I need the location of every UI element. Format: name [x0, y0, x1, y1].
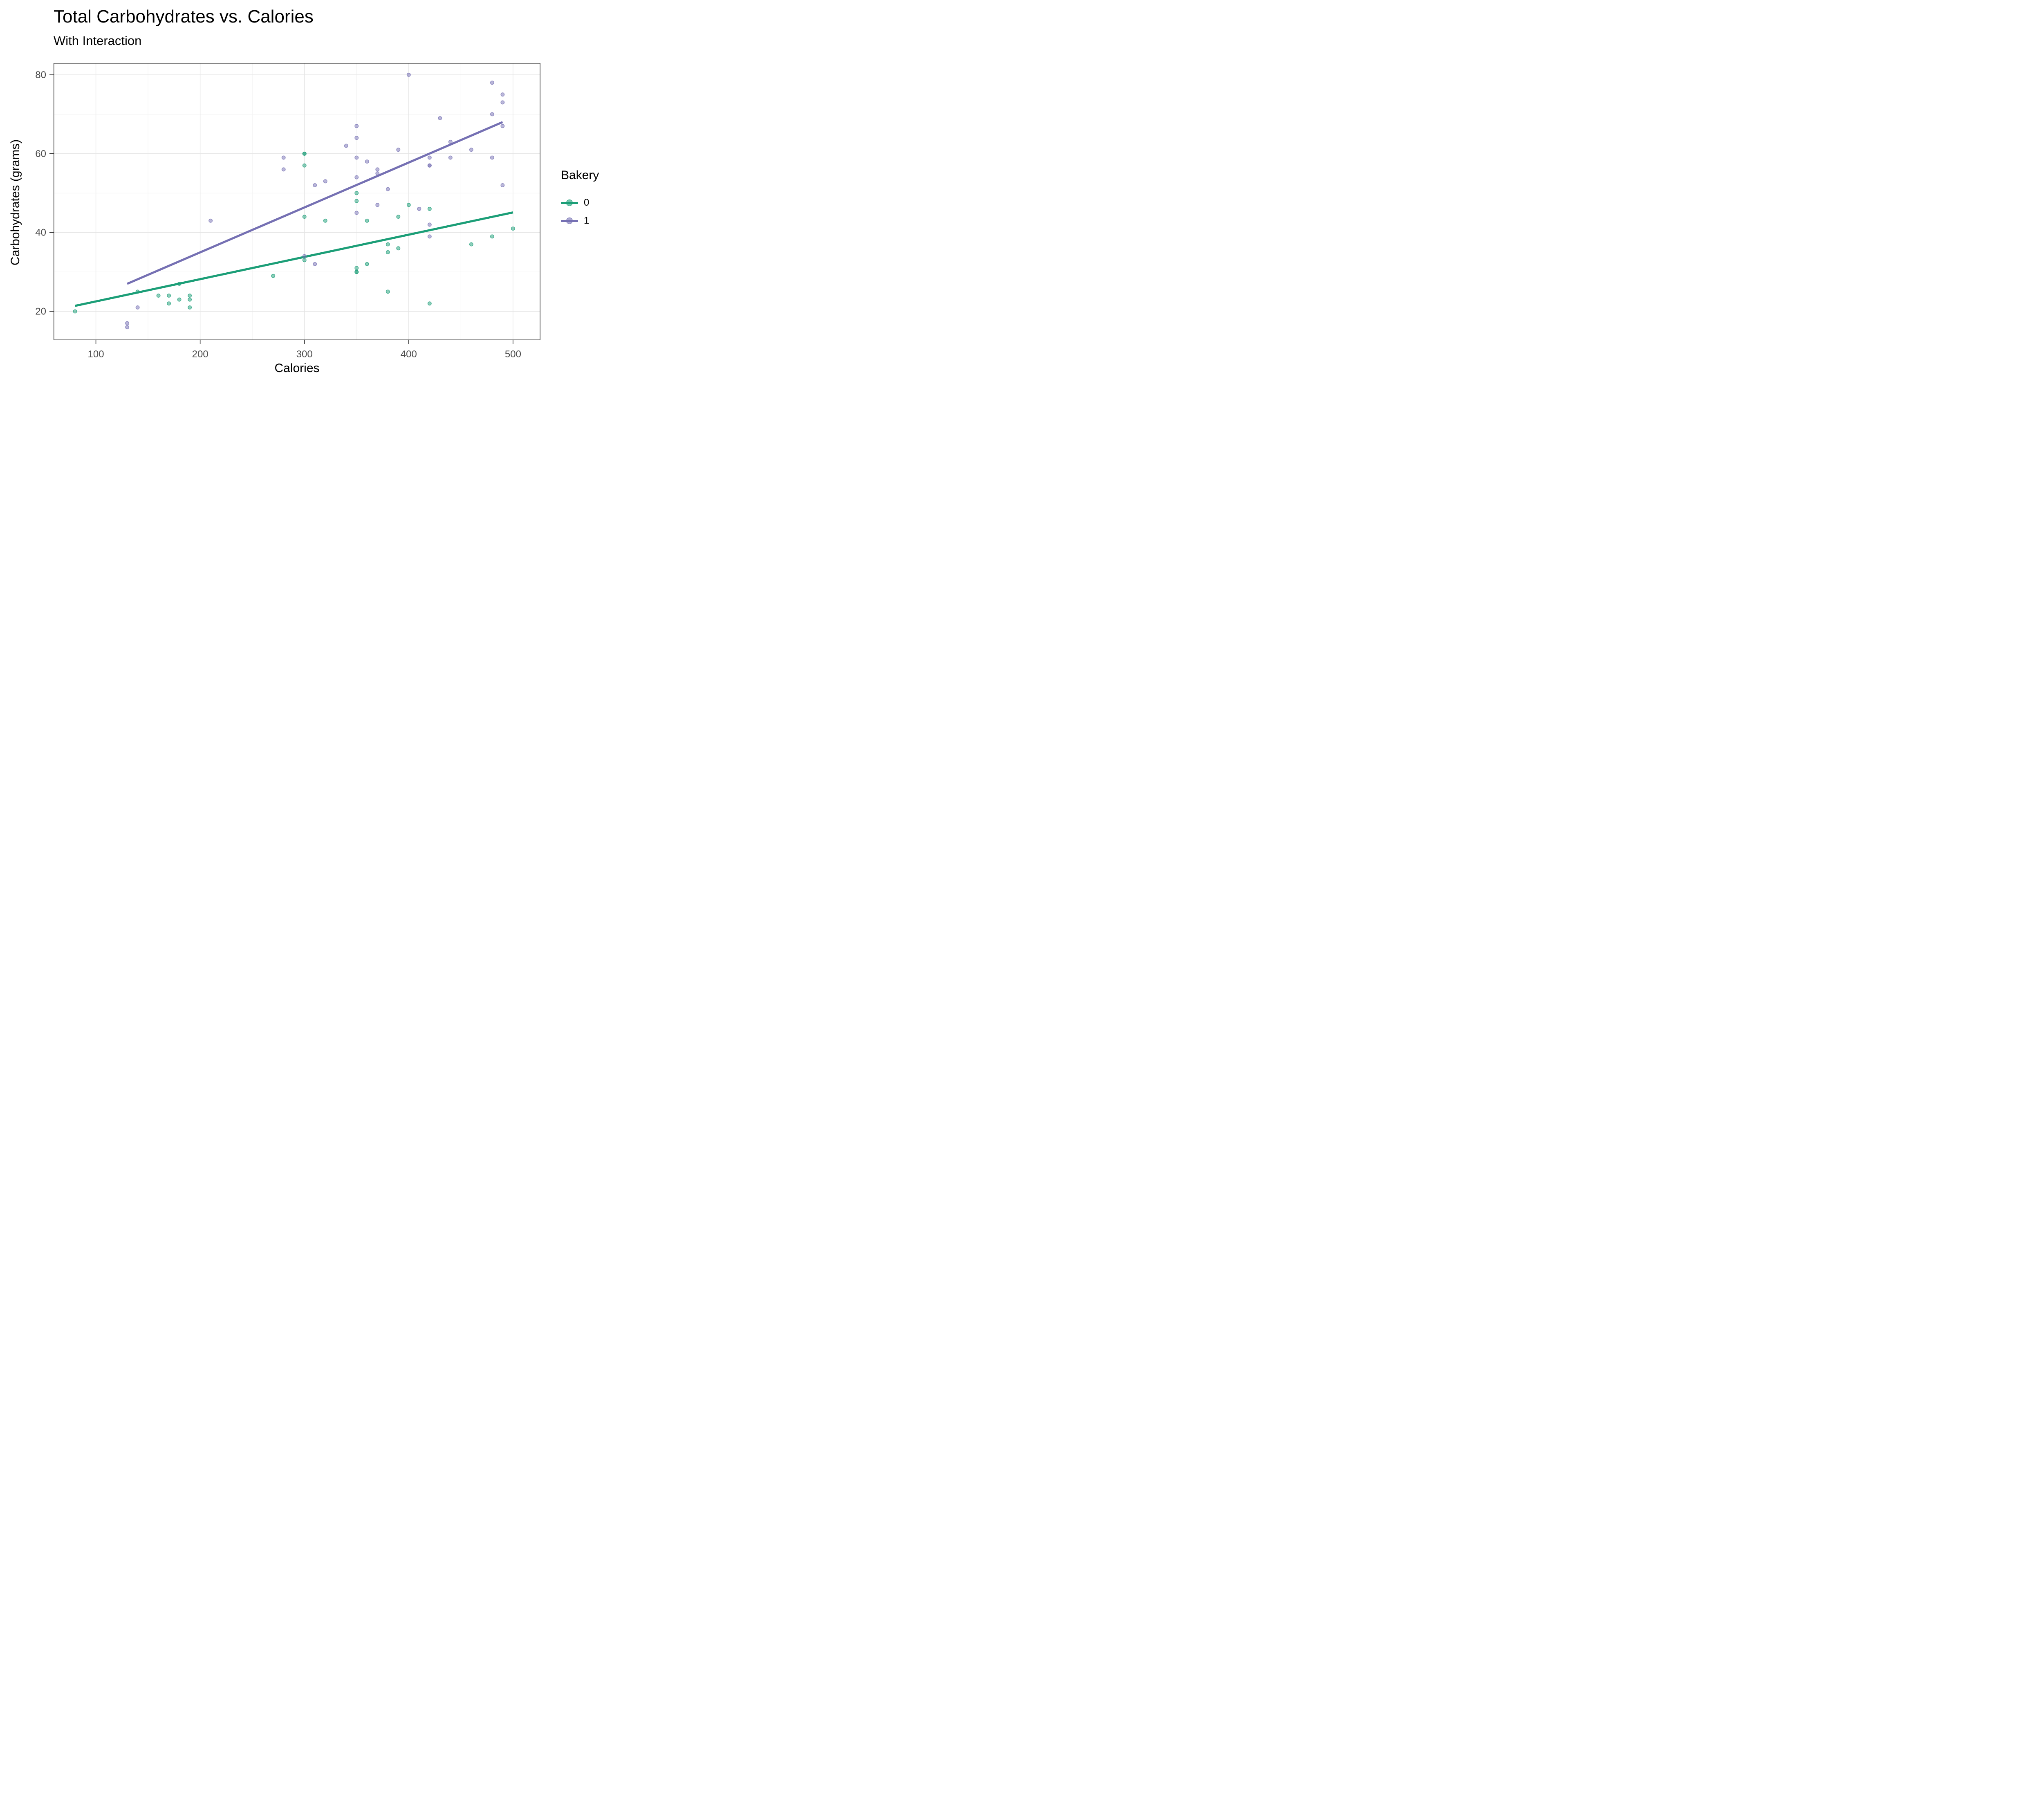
legend: Bakery 0 1	[561, 168, 599, 230]
data-point-bakery-1	[427, 155, 432, 160]
data-point-bakery-0	[73, 309, 77, 314]
data-point-bakery-1	[417, 206, 421, 211]
data-point-bakery-0	[177, 297, 182, 302]
y-tick-label: 20	[35, 306, 46, 317]
data-point-bakery-0	[396, 246, 401, 251]
plot-panel	[53, 63, 541, 341]
data-point-bakery-0	[354, 191, 359, 195]
y-tick-label: 40	[35, 227, 46, 238]
chart-figure: Total Carbohydrates vs. Calories With In…	[0, 0, 632, 390]
data-point-bakery-1	[427, 234, 432, 239]
data-point-bakery-1	[354, 175, 359, 179]
data-point-bakery-1	[500, 124, 505, 128]
legend-key-1-icon	[561, 215, 578, 226]
data-point-bakery-1	[365, 159, 369, 164]
data-point-bakery-0	[354, 266, 359, 270]
data-point-bakery-1	[490, 81, 494, 85]
legend-label-1: 1	[584, 215, 589, 226]
data-point-bakery-1	[500, 100, 505, 105]
data-point-bakery-0	[385, 242, 390, 247]
data-point-bakery-1	[448, 139, 453, 144]
x-axis-title: Calories	[274, 361, 320, 375]
data-point-bakery-1	[281, 155, 286, 160]
data-point-bakery-0	[271, 274, 276, 278]
data-point-bakery-0	[406, 203, 411, 207]
data-point-bakery-1	[396, 148, 401, 152]
data-point-bakery-1	[354, 136, 359, 140]
data-point-bakery-0	[490, 234, 494, 239]
x-tick-label: 300	[296, 349, 313, 360]
data-point-bakery-0	[385, 250, 390, 254]
data-point-bakery-0	[302, 163, 307, 168]
data-point-bakery-1	[313, 262, 317, 266]
data-point-bakery-0	[427, 206, 432, 211]
data-point-bakery-1	[375, 167, 380, 172]
data-point-bakery-1	[281, 167, 286, 172]
data-point-bakery-0	[188, 305, 192, 310]
data-point-bakery-0	[365, 262, 369, 266]
data-point-bakery-0	[177, 282, 182, 286]
data-point-bakery-0	[365, 218, 369, 223]
data-point-bakery-1	[500, 92, 505, 97]
data-point-bakery-1	[125, 325, 130, 330]
legend-item-1: 1	[561, 212, 599, 230]
y-tick-label: 80	[35, 70, 46, 81]
data-point-bakery-1	[125, 321, 130, 325]
data-point-bakery-1	[427, 163, 432, 168]
data-point-bakery-0	[385, 289, 390, 294]
data-point-bakery-0	[302, 151, 307, 156]
data-point-bakery-1	[354, 124, 359, 128]
data-point-bakery-0	[135, 289, 140, 294]
data-point-bakery-0	[188, 297, 192, 302]
data-point-bakery-1	[385, 187, 390, 191]
data-point-bakery-1	[438, 116, 442, 121]
data-point-bakery-1	[354, 211, 359, 215]
data-point-bakery-0	[396, 215, 401, 219]
trend-line-bakery-0	[75, 211, 513, 307]
data-point-bakery-0	[323, 218, 327, 223]
panel-border	[53, 63, 541, 341]
data-point-bakery-0	[354, 199, 359, 203]
data-point-bakery-0	[167, 294, 171, 298]
data-point-bakery-1	[375, 203, 380, 207]
data-point-bakery-0	[511, 227, 515, 231]
x-tick-label: 400	[401, 349, 417, 360]
legend-key-0-icon	[561, 197, 578, 208]
data-point-bakery-1	[469, 148, 473, 152]
data-point-bakery-1	[500, 183, 505, 187]
data-point-bakery-0	[354, 270, 359, 274]
data-point-bakery-1	[344, 144, 348, 148]
data-point-bakery-0	[302, 258, 307, 262]
data-point-bakery-0	[167, 301, 171, 306]
y-axis-title: Carbohydrates (grams)	[9, 139, 22, 266]
data-point-bakery-1	[313, 183, 317, 187]
legend-label-0: 0	[584, 197, 589, 208]
trend-line-bakery-1	[127, 121, 503, 285]
data-point-bakery-1	[427, 222, 432, 227]
data-point-bakery-0	[469, 242, 473, 247]
data-point-bakery-1	[406, 72, 411, 77]
data-point-bakery-0	[427, 301, 432, 306]
x-tick-label: 100	[88, 349, 104, 360]
legend-title: Bakery	[561, 168, 599, 182]
data-point-bakery-1	[448, 155, 453, 160]
x-tick-label: 500	[505, 349, 521, 360]
y-tick-label: 60	[35, 148, 46, 159]
scatter-plot	[53, 63, 541, 341]
data-point-bakery-0	[188, 294, 192, 298]
data-point-bakery-1	[208, 218, 213, 223]
data-point-bakery-1	[490, 155, 494, 160]
chart-subtitle: With Interaction	[54, 34, 142, 48]
data-point-bakery-1	[323, 179, 327, 184]
legend-item-0: 0	[561, 194, 599, 212]
data-point-bakery-0	[156, 294, 161, 298]
data-point-bakery-1	[354, 155, 359, 160]
data-point-bakery-1	[302, 254, 307, 258]
x-tick-label: 200	[192, 349, 208, 360]
data-point-bakery-1	[135, 305, 140, 310]
data-point-bakery-0	[302, 215, 307, 219]
chart-title: Total Carbohydrates vs. Calories	[54, 7, 314, 27]
data-point-bakery-1	[490, 112, 494, 117]
data-point-bakery-1	[375, 171, 380, 176]
